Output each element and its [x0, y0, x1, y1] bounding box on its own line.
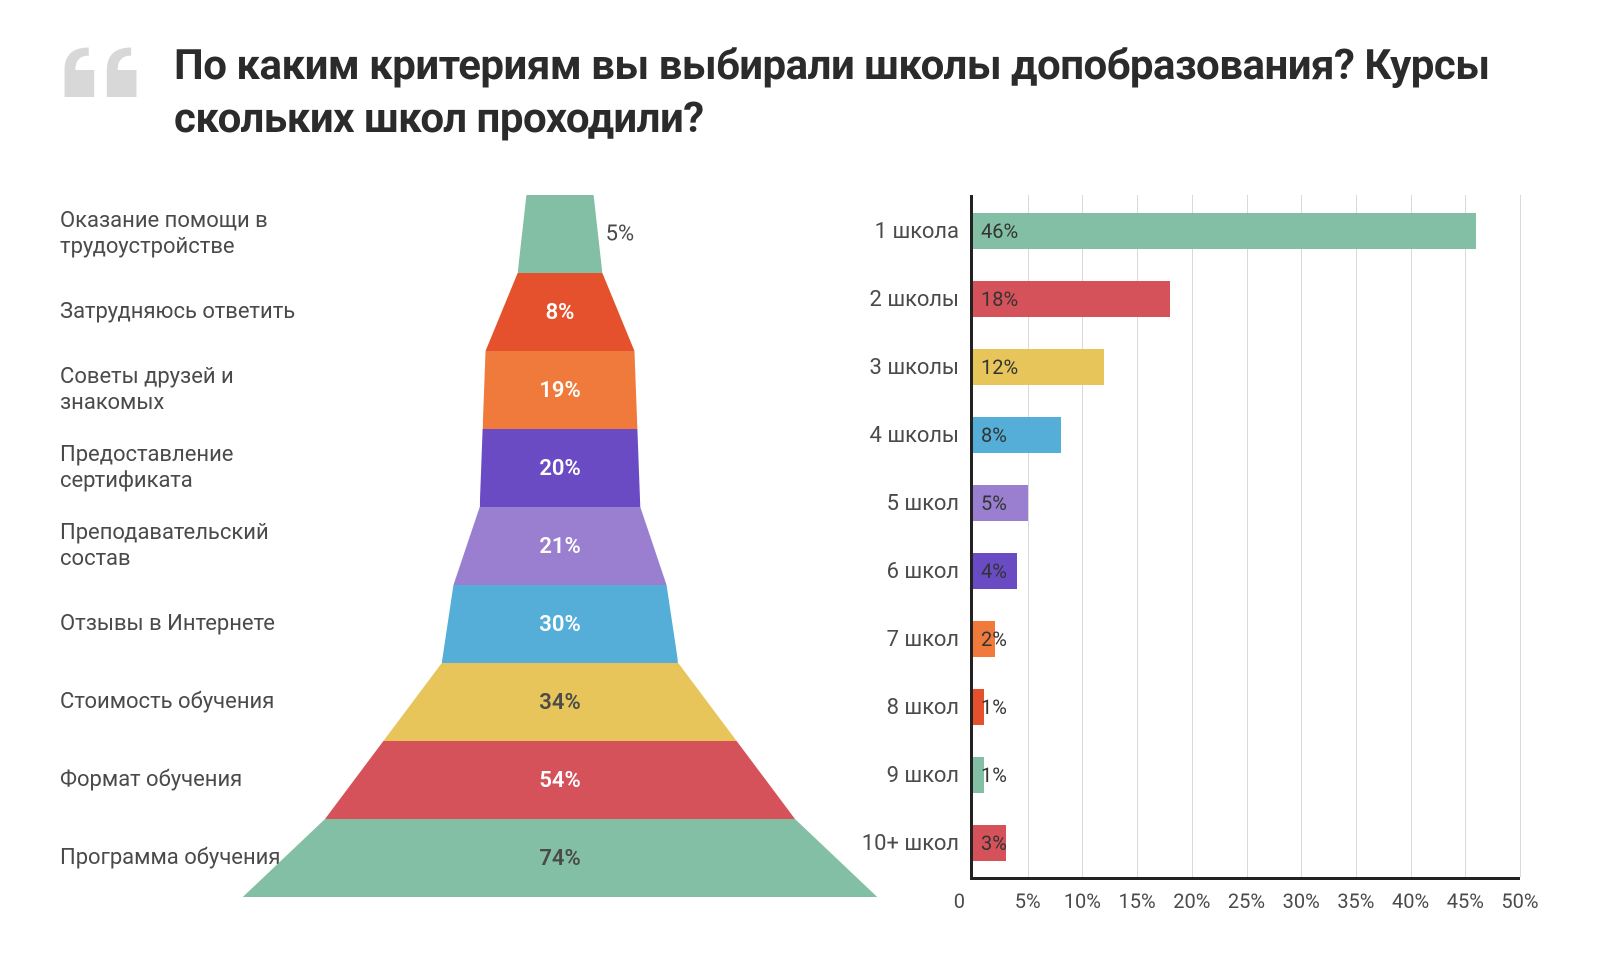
funnel-label: Советы друзей и знакомых [60, 364, 320, 417]
bar-x-label: 50% [1501, 877, 1538, 913]
funnel-label: Предоставление сертификата [60, 442, 320, 495]
funnel-row: Затрудняюсь ответить 8% [60, 273, 800, 351]
bar-x-label: 20% [1173, 877, 1210, 913]
bar-value: 5% [981, 491, 1007, 515]
bar-row-label: 4 школы [845, 423, 973, 448]
funnel-segment: 8% [486, 273, 635, 351]
bar-row: 3 школы12% [973, 349, 1520, 385]
bar-row-label: 3 школы [845, 355, 973, 380]
funnel-row: Формат обучения54% [60, 741, 800, 819]
bar-row: 1 школа46% [973, 213, 1520, 249]
bar-row: 10+ школ3% [973, 825, 1520, 861]
funnel-row: Программа обучения74% [60, 819, 800, 897]
bar-value: 4% [981, 559, 1007, 583]
bar-gridline [1520, 195, 1521, 877]
funnel-segment: 74% [243, 819, 878, 897]
bar-x-label: 15% [1119, 877, 1156, 913]
funnel-value-outside: 5% [606, 222, 634, 247]
bar-row-label: 8 школ [845, 695, 973, 720]
bar-value: 12% [981, 355, 1018, 379]
funnel-segment: 19% [483, 351, 638, 429]
funnel-label: Преподавательский состав [60, 520, 320, 573]
funnel-label: Формат обучения [60, 767, 320, 793]
bar-x-label: 25% [1228, 877, 1265, 913]
funnel-segment-wrap: 74% [320, 819, 800, 897]
funnel-segment-wrap: 8% [320, 273, 800, 351]
quote-icon [60, 40, 150, 104]
bar-row: 6 школ4% [973, 553, 1520, 589]
funnel-label: Оказание помощи в трудоустройстве [60, 208, 320, 261]
bar-row: 7 школ2% [973, 621, 1520, 657]
bar-row-label: 10+ школ [845, 831, 973, 856]
funnel-segment-wrap: 34% [320, 663, 800, 741]
funnel-row: Предоставление сертификата 20% [60, 429, 800, 507]
funnel-row: Оказание помощи в трудоустройстве 5% [60, 195, 800, 273]
bar-row-label: 2 школы [845, 287, 973, 312]
page-title: По каким критериям вы выбирали школы доп… [174, 40, 1540, 145]
bar-value: 1% [981, 695, 1007, 719]
funnel-segment: 21% [453, 507, 666, 585]
bar-row-label: 5 школ [845, 491, 973, 516]
funnel-segment-wrap: 5% [320, 195, 800, 273]
funnel-label: Затрудняюсь ответить [60, 299, 320, 325]
funnel-segment: 20% [480, 429, 641, 507]
bar-row: 9 школ1% [973, 757, 1520, 793]
funnel-segment: 34% [383, 663, 736, 741]
funnel-row: Преподавательский состав 21% [60, 507, 800, 585]
funnel-segment-wrap: 19% [320, 351, 800, 429]
bar-value: 46% [981, 219, 1018, 243]
bar-x-label: 35% [1337, 877, 1374, 913]
bar-value: 2% [981, 627, 1007, 651]
bar-x-label: 10% [1064, 877, 1101, 913]
funnel-segment-wrap: 21% [320, 507, 800, 585]
funnel-label: Стоимость обучения [60, 689, 320, 715]
bar-x-label: 40% [1392, 877, 1429, 913]
funnel-chart: Оказание помощи в трудоустройстве 5% Затру… [60, 195, 800, 935]
bar-row: 5 школ5% [973, 485, 1520, 521]
charts-area: Оказание помощи в трудоустройстве 5% Затру… [60, 195, 1540, 935]
bar-plot: 05%10%15%20%25%30%35%40%45%50%1 школа46%… [970, 195, 1520, 880]
bar-chart: 05%10%15%20%25%30%35%40%45%50%1 школа46%… [840, 195, 1540, 935]
bar-value: 1% [981, 763, 1007, 787]
bar-row-label: 1 школа [845, 219, 973, 244]
bar-row-label: 9 школ [845, 763, 973, 788]
bar-row: 8 школ1% [973, 689, 1520, 725]
bar-x-label: 0 [954, 877, 973, 913]
funnel-label: Отзывы в Интернете [60, 611, 320, 637]
bar-row: 2 школы18% [973, 281, 1520, 317]
funnel-segment-wrap: 20% [320, 429, 800, 507]
bar-value: 8% [981, 423, 1007, 447]
funnel-segment [518, 195, 603, 273]
bar-x-label: 30% [1283, 877, 1320, 913]
funnel-segment-wrap: 54% [320, 741, 800, 819]
bar-x-label: 5% [1015, 877, 1041, 913]
bar-value: 3% [981, 831, 1007, 855]
funnel-row: Советы друзей и знакомых 19% [60, 351, 800, 429]
bar-value: 18% [981, 287, 1018, 311]
bar-row: 4 школы8% [973, 417, 1520, 453]
header: По каким критериям вы выбирали школы доп… [60, 40, 1540, 145]
funnel-segment: 30% [442, 585, 678, 663]
funnel-row: Стоимость обучения 34% [60, 663, 800, 741]
bar-x-label: 45% [1447, 877, 1484, 913]
funnel-segment: 54% [325, 741, 795, 819]
bar-row-label: 6 школ [845, 559, 973, 584]
funnel-segment-wrap: 30% [320, 585, 800, 663]
bar-rect [973, 213, 1476, 249]
bar-row-label: 7 школ [845, 627, 973, 652]
funnel-row: Отзывы в Интернете 30% [60, 585, 800, 663]
